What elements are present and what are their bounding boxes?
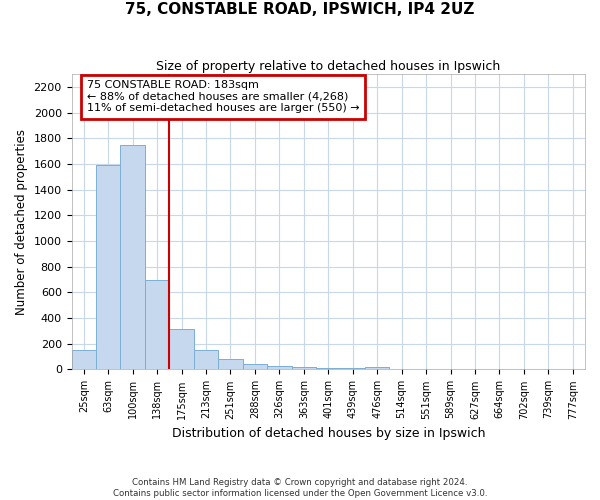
Text: Contains HM Land Registry data © Crown copyright and database right 2024.
Contai: Contains HM Land Registry data © Crown c… <box>113 478 487 498</box>
Bar <box>267 366 292 370</box>
Bar <box>242 364 267 370</box>
Bar <box>121 145 145 370</box>
Bar <box>316 368 340 370</box>
Bar <box>194 350 218 370</box>
Title: Size of property relative to detached houses in Ipswich: Size of property relative to detached ho… <box>156 60 500 73</box>
Bar <box>292 367 316 370</box>
Y-axis label: Number of detached properties: Number of detached properties <box>15 129 28 315</box>
Text: 75 CONSTABLE ROAD: 183sqm
← 88% of detached houses are smaller (4,268)
11% of se: 75 CONSTABLE ROAD: 183sqm ← 88% of detac… <box>87 80 359 114</box>
Bar <box>96 166 121 370</box>
X-axis label: Distribution of detached houses by size in Ipswich: Distribution of detached houses by size … <box>172 427 485 440</box>
Bar <box>340 368 365 370</box>
Bar <box>169 329 194 370</box>
Bar <box>218 359 242 370</box>
Text: 75, CONSTABLE ROAD, IPSWICH, IP4 2UZ: 75, CONSTABLE ROAD, IPSWICH, IP4 2UZ <box>125 2 475 18</box>
Bar <box>365 367 389 370</box>
Bar <box>71 350 96 370</box>
Bar <box>145 280 169 370</box>
